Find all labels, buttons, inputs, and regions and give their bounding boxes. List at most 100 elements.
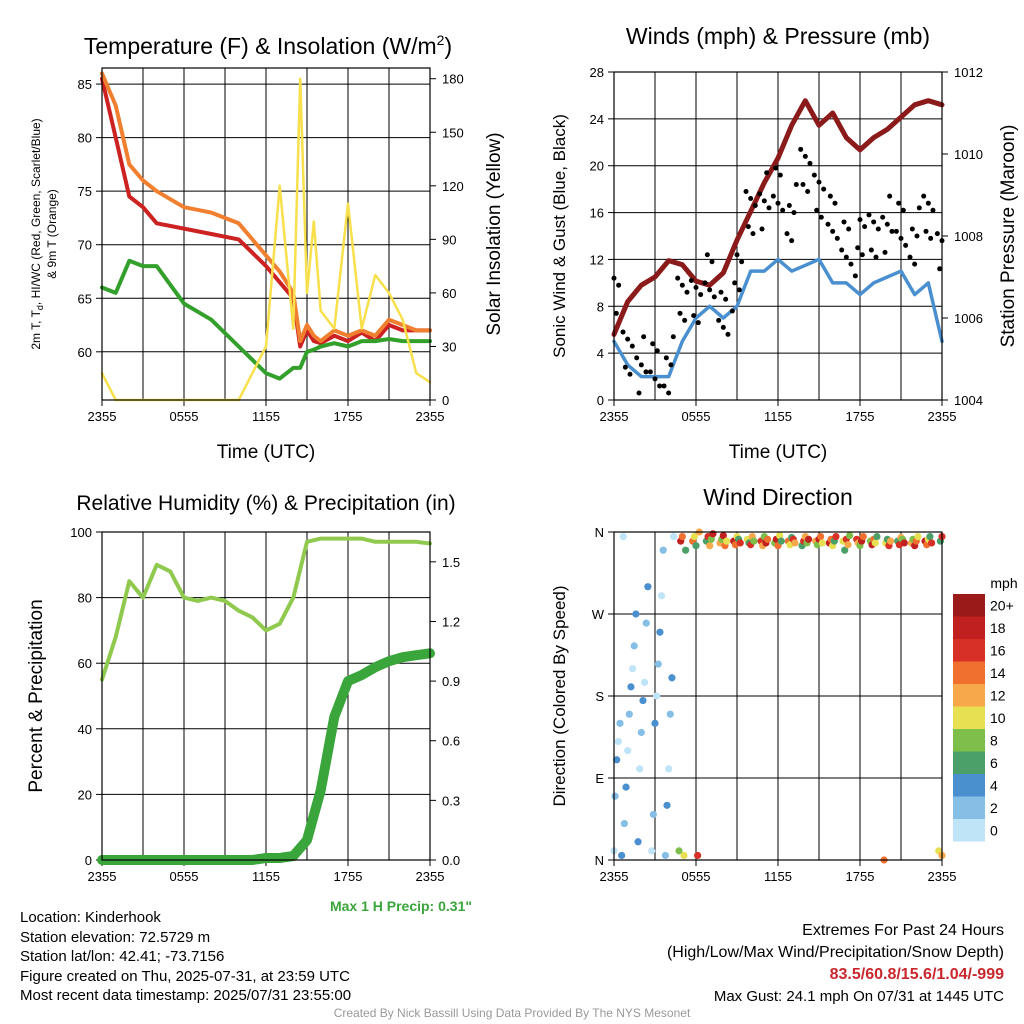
gust-point xyxy=(811,172,817,178)
wind-direction-point xyxy=(634,838,642,846)
wind-direction-point xyxy=(614,737,622,746)
wind-direction-point xyxy=(620,819,628,828)
wind-direction-point xyxy=(926,532,934,541)
gust-point xyxy=(698,292,704,298)
y-tick-label-right: 0.6 xyxy=(442,734,460,749)
gust-point xyxy=(757,191,763,197)
y-axis-label-winds-left: Sonic Wind & Gust (Blue, Black) xyxy=(550,114,569,358)
station-info: Location: Kinderhook Station elevation: … xyxy=(20,908,351,1006)
x-tick-label: 2355 xyxy=(600,869,629,884)
wind-direction-point xyxy=(680,851,688,860)
gust-point xyxy=(718,289,724,295)
y-axis-label-temp-left: 2m T, Td, HI/WC (Red, Green, Scarlet/Blu… xyxy=(29,118,45,349)
gust-point xyxy=(657,383,663,389)
y-tick-label-left: 60 xyxy=(78,345,92,360)
y-tick-label-right: 60 xyxy=(442,286,456,301)
credit-line: Created By Nick Bassill Using Data Provi… xyxy=(333,1006,691,1020)
gust-point xyxy=(857,217,863,223)
wind-direction-point xyxy=(719,532,727,540)
wind-direction-point xyxy=(841,546,849,554)
plot-border xyxy=(101,531,431,861)
wind-direction-point xyxy=(871,539,879,547)
gust-point xyxy=(622,364,628,370)
extremes-max-gust: Max Gust: 24.1 mph On 07/31 at 1445 UTC xyxy=(713,988,1004,1005)
gust-point xyxy=(650,341,656,347)
colorbar-swatch xyxy=(953,751,985,774)
gust-point xyxy=(739,259,745,265)
wind-direction-point xyxy=(651,719,659,727)
gust-point xyxy=(707,287,713,293)
wind-direction-point xyxy=(818,539,826,547)
panel-title-winds: Winds (mph) & Pressure (mb) xyxy=(626,23,930,49)
y-axis-label-rh-left: Percent & Precipitation xyxy=(26,599,47,792)
gust-point xyxy=(732,280,738,286)
wind-direction-point xyxy=(678,532,686,541)
gust-point xyxy=(670,334,676,340)
gust-point xyxy=(720,324,726,330)
gust-point xyxy=(759,226,765,232)
wind-direction-point xyxy=(644,583,652,591)
gust-point xyxy=(925,200,931,206)
max-precip-label: Max 1 H Precip: 0.31" xyxy=(330,898,472,914)
wind-direction-point xyxy=(844,541,852,549)
figure-created: Figure created on Thu, 2025-07-31, at 23… xyxy=(20,967,350,985)
wind-direction-point xyxy=(661,851,669,860)
wind-direction-point xyxy=(625,710,633,718)
gust-point xyxy=(668,362,674,368)
gust-point xyxy=(643,369,649,375)
y-tick-label-left: 75 xyxy=(78,184,92,199)
colorbar-label: 2 xyxy=(990,800,998,816)
colorbar-title: mph xyxy=(990,575,1017,591)
x-tick-label: 2355 xyxy=(416,869,445,884)
y-tick-label-left: 80 xyxy=(78,131,92,146)
gust-point xyxy=(709,259,715,265)
wind-direction-point xyxy=(668,674,676,682)
colorbar-label: 20+ xyxy=(990,597,1014,613)
x-tick-label: 1155 xyxy=(252,869,280,884)
wind-direction-point xyxy=(627,683,635,691)
wind-direction-point xyxy=(723,537,731,545)
gust-point xyxy=(780,207,786,213)
gust-point xyxy=(638,362,644,368)
gust-point xyxy=(616,282,622,288)
gust-point xyxy=(725,331,731,337)
panel-title-rh: Relative Humidity (%) & Precipitation (i… xyxy=(76,492,455,515)
gust-point xyxy=(871,219,877,225)
colorbar-label: 18 xyxy=(990,620,1006,636)
plot-border xyxy=(613,71,943,401)
gust-point xyxy=(789,238,795,244)
ylabel-part: 2m T, T xyxy=(29,309,43,349)
gust-point xyxy=(928,235,934,241)
gust-point xyxy=(691,313,697,319)
x-tick-label: 1155 xyxy=(252,409,280,424)
gust-point xyxy=(889,228,895,234)
gust-point xyxy=(855,245,861,251)
wind-direction-point xyxy=(642,619,650,627)
x-tick-label: 0555 xyxy=(170,869,199,884)
temp-series-line xyxy=(100,71,432,344)
gust-point xyxy=(786,203,792,209)
wind-direction-point xyxy=(624,747,632,755)
gust-point xyxy=(761,198,767,204)
y-tick-label-right: 0.0 xyxy=(442,853,460,868)
rh-line xyxy=(100,536,432,682)
x-tick-label: 0555 xyxy=(170,409,199,424)
gust-point xyxy=(805,188,811,194)
wind-direction-point xyxy=(750,537,758,545)
gust-point xyxy=(839,247,845,253)
x-tick-label: 1155 xyxy=(764,409,792,424)
x-tick-label: 2355 xyxy=(928,869,957,884)
gust-point xyxy=(627,371,633,377)
colorbar-label: 16 xyxy=(990,642,1006,658)
gust-point xyxy=(893,228,899,234)
y-tick-label-right: 150 xyxy=(442,125,464,140)
wind-direction-point xyxy=(622,783,630,791)
gust-point xyxy=(903,242,909,248)
gust-point xyxy=(613,310,619,316)
gust-point xyxy=(666,390,672,396)
gust-point xyxy=(716,317,722,323)
gust-point xyxy=(693,285,699,291)
panel-title-wind-direction: Wind Direction xyxy=(703,484,853,510)
colorbar-swatch xyxy=(953,616,985,639)
